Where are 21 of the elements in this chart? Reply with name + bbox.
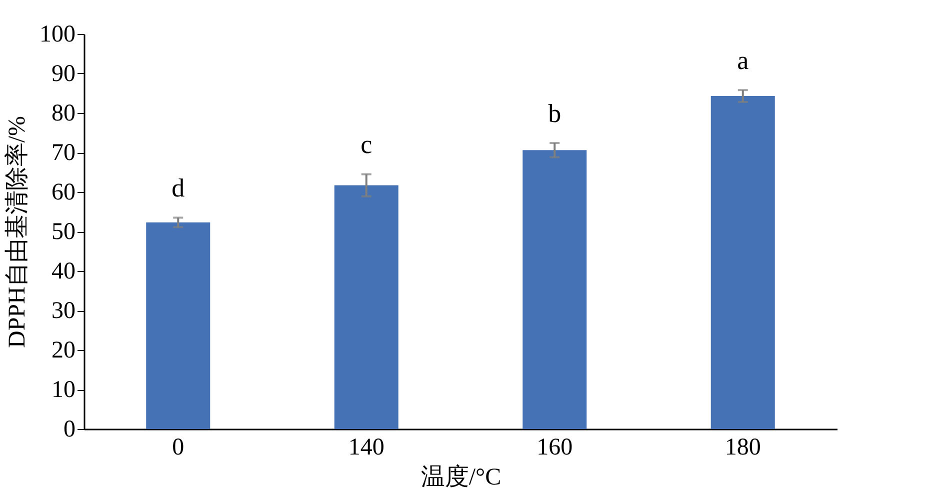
annotation: b	[548, 99, 562, 128]
y-tick-label: 50	[52, 219, 76, 245]
x-axis-title: 温度/°C	[420, 464, 502, 490]
x-tick-label: 0	[172, 434, 184, 460]
y-tick-label: 100	[40, 22, 76, 48]
x-tick-label: 140	[348, 434, 384, 460]
y-tick-label: 10	[52, 377, 76, 403]
y-tick-label: 80	[52, 100, 76, 126]
y-tick-label: 70	[52, 140, 76, 166]
y-tick-label: 40	[52, 258, 76, 284]
x-tick-label: 180	[724, 434, 761, 460]
y-tick-label: 60	[52, 180, 76, 206]
y-tick-label: 30	[52, 298, 76, 324]
x-tick-label: 160	[536, 434, 573, 460]
y-tick-label: 90	[52, 61, 76, 87]
y-tick-label: 20	[52, 338, 76, 364]
annotation: c	[360, 130, 372, 160]
y-tick-label: 0	[64, 416, 76, 442]
annotation: d	[172, 174, 185, 203]
y-axis-title: DPPH自由基清除率/%	[4, 116, 30, 348]
annotation: a	[737, 46, 750, 76]
